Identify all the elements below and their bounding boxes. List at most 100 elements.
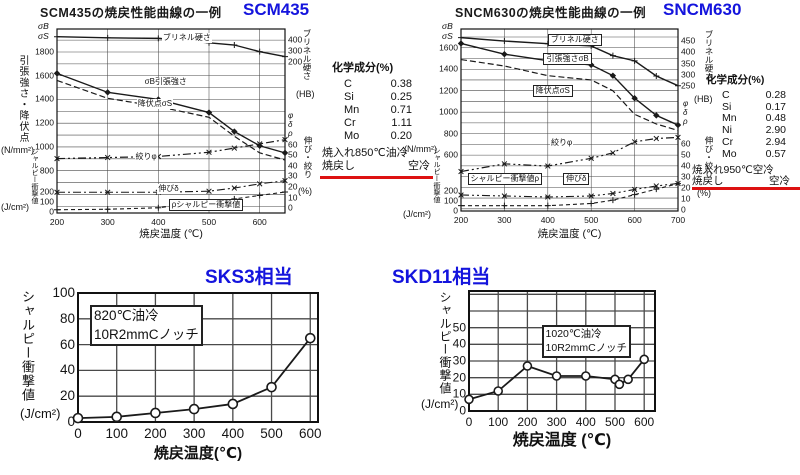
marker-elongation xyxy=(256,181,263,187)
chem-value: 2.90 xyxy=(765,124,786,137)
chem-value: 0.17 xyxy=(765,100,786,113)
marker-tensile xyxy=(457,40,465,47)
y-tick: 20 xyxy=(681,182,691,193)
y-tick: 10 xyxy=(681,193,691,204)
grade-tag-sks3: SKS3相当 xyxy=(205,267,293,288)
marker-elongation xyxy=(458,202,464,209)
grade-tag-skd11: SKD11相当 xyxy=(392,267,491,288)
chem-value: 0.38 xyxy=(390,78,412,90)
y-tick: 1000 xyxy=(439,106,458,117)
temper-value: 空冷 xyxy=(769,175,790,188)
marker-brinell xyxy=(256,48,263,55)
marker-elongation xyxy=(282,177,288,184)
temper-label: 焼戻し xyxy=(692,175,724,188)
marker-charpy xyxy=(150,407,161,419)
marker-brinell xyxy=(588,42,595,49)
x-tick: 500 xyxy=(260,426,283,441)
y-tick: 30 xyxy=(288,170,298,181)
marker-reduction xyxy=(206,149,212,156)
y-tick: 0 xyxy=(459,403,466,418)
marker-brinell xyxy=(653,72,660,79)
x-tick: 700 xyxy=(670,215,686,225)
y-axis-title-charpy: シャルピー衝撃値 xyxy=(31,148,38,204)
marker-elongation xyxy=(609,197,616,204)
marker-brinell xyxy=(282,53,288,60)
marker-charpy xyxy=(493,386,503,396)
y-tick: 450 xyxy=(681,35,696,46)
marker-charpy xyxy=(522,361,533,371)
marker-charpy xyxy=(104,206,111,213)
marker-charpy xyxy=(623,374,633,385)
chem-value: 0.48 xyxy=(765,112,786,125)
marker-elongation xyxy=(54,189,60,196)
marker-reduction xyxy=(653,135,660,142)
y-tick: 0 xyxy=(288,202,293,213)
chem-rows: C 0.38 Si 0.25 Mn 0.71 Cr 1.11 Mo 0.20 xyxy=(344,78,434,143)
plot-area-skd11: 50 40 30 20 10 0 0 100 200 300 400 500 600 1020℃油冷 1… xyxy=(453,290,656,429)
marker-brinell xyxy=(104,34,111,41)
red-underline-left xyxy=(320,176,433,179)
marker-reduction xyxy=(588,155,594,162)
marker-reduction xyxy=(54,155,60,162)
y-tick: 80 xyxy=(59,310,75,326)
marker-charpy xyxy=(580,371,591,381)
marker-elongation xyxy=(231,185,238,191)
temper-note: 焼戻し 空冷 xyxy=(692,176,800,188)
y-tick: 400 xyxy=(681,46,696,57)
chem-element: Cr xyxy=(344,117,356,129)
x-tick: 500 xyxy=(584,215,599,225)
marker-tensile xyxy=(155,96,162,103)
marker-reduction xyxy=(231,145,238,151)
chem-element: C xyxy=(344,78,352,90)
marker-charpy xyxy=(188,403,200,415)
series-brinell xyxy=(56,36,286,58)
plot-area-sncm630: 1600 1400 1200 1000 800 600 200 100 0 450 400 350 30… xyxy=(439,28,695,225)
grade-tag-sncm630: SNCM630 xyxy=(663,0,742,19)
marker-charpy xyxy=(464,394,474,405)
chem-element: Si xyxy=(344,91,354,103)
y-tick: 40 xyxy=(59,362,75,378)
marker-brinell xyxy=(206,39,212,46)
y-tick: 1600 xyxy=(35,70,54,81)
marker-reduction xyxy=(104,154,111,161)
y-tick: 10 xyxy=(288,192,298,202)
marker-elongation xyxy=(104,189,111,196)
y-tick: 60 xyxy=(681,138,691,149)
grade-tag-scm435: SCM435 xyxy=(243,0,310,19)
chem-title: 化学成分(%) xyxy=(332,62,394,74)
marker-tensile xyxy=(231,128,238,135)
y-tick: 20 xyxy=(452,369,466,384)
marker-elongation xyxy=(544,202,551,209)
y-axis-unit-nmm2: (N/mm²) xyxy=(1,145,34,155)
marker-charpy xyxy=(588,193,594,199)
chart-title-scm435: SCM435の焼戻性能曲線の一例 xyxy=(40,6,222,20)
marker-elongation xyxy=(501,202,508,209)
x-tick: 200 xyxy=(453,215,469,225)
chem-block-sncm630: 化学成分(%) C 0.28 Si 0.17 Mn 0.48 Ni 2.90 Cr 2.94 Mo 0… xyxy=(692,74,800,188)
y-tick: 50 xyxy=(288,149,298,160)
marker-charpy xyxy=(231,195,238,202)
marker-charpy xyxy=(282,189,288,196)
marker-charpy xyxy=(256,192,263,199)
marker-reduction xyxy=(675,134,681,141)
chem-element: Mn xyxy=(722,112,737,125)
y-tick: 1400 xyxy=(35,93,54,104)
marker-tensile xyxy=(588,61,595,69)
y-axis-unit-pct: (%) xyxy=(298,186,312,196)
marker-elongation xyxy=(631,191,638,198)
marker-reduction xyxy=(282,136,288,143)
series-yield xyxy=(460,58,679,132)
marker-brinell xyxy=(675,82,681,89)
marker-tensile xyxy=(281,149,289,157)
plot-svg xyxy=(457,28,682,212)
series-tensile xyxy=(460,42,679,126)
y-axis-unit-nmm2: (N/mm²) xyxy=(404,144,437,154)
y-tick: 800 xyxy=(443,128,458,139)
marker-charpy xyxy=(227,398,239,410)
y-axis-unit-charpy: (J/cm²) xyxy=(403,209,431,219)
y-tick: 50 xyxy=(681,149,691,160)
marker-charpy xyxy=(501,193,508,199)
y-tick: 40 xyxy=(288,160,298,171)
y-tick: 0 xyxy=(49,206,54,217)
quench-note: 焼入れ850℃油冷 xyxy=(322,147,408,159)
